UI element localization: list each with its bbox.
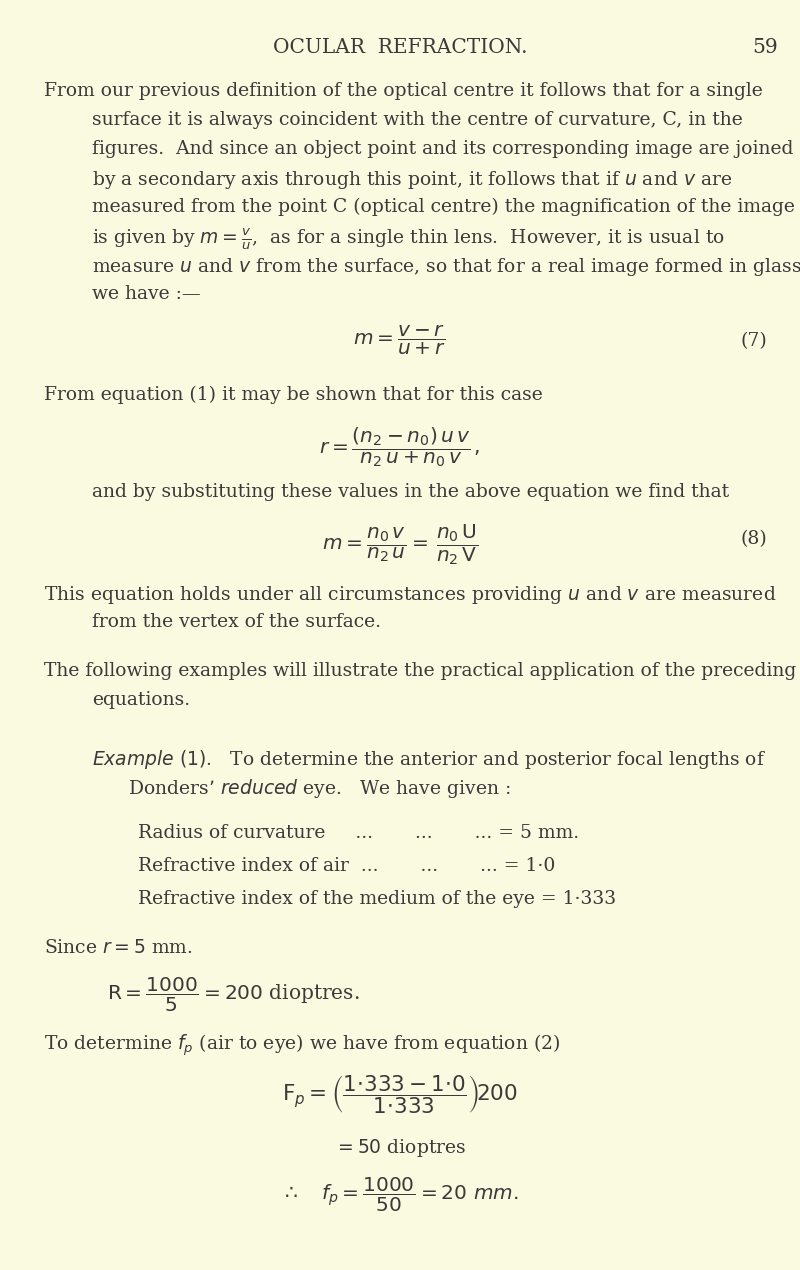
Text: and by substituting these values in the above equation we find that: and by substituting these values in the … [92,483,729,500]
Text: $m = \dfrac{v - r}{u + r}$: $m = \dfrac{v - r}{u + r}$ [354,324,446,357]
Text: $\therefore\quad f_p = \dfrac{1000}{50} = \mathit{20\ mm.}$: $\therefore\quad f_p = \dfrac{1000}{50} … [282,1176,518,1214]
Text: figures.  And since an object point and its corresponding image are joined: figures. And since an object point and i… [92,140,794,157]
Text: measure $u$ and $v$ from the surface, so that for a real image formed in glass: measure $u$ and $v$ from the surface, so… [92,257,800,278]
Text: measured from the point C (optical centre) the magnification of the image: measured from the point C (optical centr… [92,198,795,216]
Text: 59: 59 [752,38,778,57]
Text: Donders’ $\mathit{reduced}$ eye.   We have given :: Donders’ $\mathit{reduced}$ eye. We have… [128,777,510,800]
Text: $\mathrm{F}_p = \left(\dfrac{1{\cdot}333 - 1{\cdot}0}{1{\cdot}333}\right)\! 200$: $\mathrm{F}_p = \left(\dfrac{1{\cdot}333… [282,1073,518,1116]
Text: From our previous definition of the optical centre it follows that for a single: From our previous definition of the opti… [44,83,762,100]
Text: Refractive index of the medium of the eye = 1·333: Refractive index of the medium of the ey… [138,890,616,908]
Text: Refractive index of air  ...       ...       ... = 1·0: Refractive index of air ... ... ... = 1·… [138,857,555,875]
Text: The following examples will illustrate the practical application of the precedin: The following examples will illustrate t… [44,662,796,679]
Text: $\mathrm{R} = \dfrac{1000}{5} = 200$ dioptres.: $\mathrm{R} = \dfrac{1000}{5} = 200$ dio… [107,977,360,1015]
Text: Since $r = 5$ mm.: Since $r = 5$ mm. [44,939,193,958]
Text: $r = \dfrac{(n_2 - n_0)\, u\, v}{n_2\, u + n_0\, v}\,,$: $r = \dfrac{(n_2 - n_0)\, u\, v}{n_2\, u… [319,425,481,469]
Text: (7): (7) [740,331,766,351]
Text: (8): (8) [740,530,766,547]
Text: $m = \dfrac{n_0\, v}{n_2\, u} =\: \dfrac{n_0\, \mathrm{U}}{n_2\, \mathrm{V}}$: $m = \dfrac{n_0\, v}{n_2\, u} =\: \dfrac… [322,522,478,566]
Text: from the vertex of the surface.: from the vertex of the surface. [92,613,381,631]
Text: surface it is always coincident with the centre of curvature, C, in the: surface it is always coincident with the… [92,110,742,130]
Text: $\mathit{Example}$ $(1)$.   To determine the anterior and posterior focal length: $\mathit{Example}$ $(1)$. To determine t… [92,748,766,771]
Text: From equation (1) it may be shown that for this case: From equation (1) it may be shown that f… [44,386,542,404]
Text: To determine $f_p$ (air to eye) we have from equation (2): To determine $f_p$ (air to eye) we have … [44,1033,560,1058]
Text: Radius of curvature     ...       ...       ... = 5 mm.: Radius of curvature ... ... ... = 5 mm. [138,824,579,842]
Text: $= 50$ dioptres: $= 50$ dioptres [334,1137,466,1160]
Text: by a secondary axis through this point, it follows that if $u$ and $v$ are: by a secondary axis through this point, … [92,169,733,190]
Text: OCULAR  REFRACTION.: OCULAR REFRACTION. [273,38,527,57]
Text: is given by $m = \frac{v}{u}$,  as for a single thin lens.  However, it is usual: is given by $m = \frac{v}{u}$, as for a … [92,227,725,253]
Text: This equation holds under all circumstances providing $u$ and $v$ are measured: This equation holds under all circumstan… [44,584,776,606]
Text: equations.: equations. [92,691,190,709]
Text: we have :—: we have :— [92,284,201,304]
